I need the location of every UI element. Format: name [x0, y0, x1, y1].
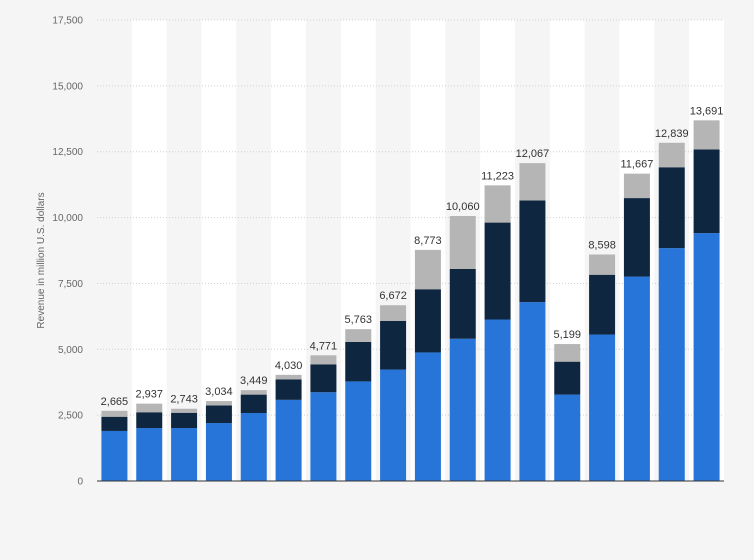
bar-segment-1	[414, 352, 441, 481]
y-tick-label: 12,500	[52, 147, 83, 158]
bar-segment-2	[693, 149, 720, 234]
bar-segment-1	[519, 302, 546, 481]
bar-segment-3	[484, 185, 511, 223]
y-tick-label: 10,000	[52, 213, 83, 224]
y-tick-label: 5,000	[58, 345, 83, 356]
bar-segment-1	[554, 394, 581, 481]
bar-segment-3	[623, 173, 650, 199]
bar-total-label: 2,937	[135, 389, 163, 401]
bar-segment-2	[205, 405, 232, 424]
y-axis-title: Revenue in million U.S. dollars	[36, 192, 47, 328]
y-tick-label: 2,500	[58, 411, 83, 422]
bar-segment-3	[693, 120, 720, 150]
bar-segment-3	[275, 374, 302, 380]
bar-segment-2	[310, 364, 337, 393]
bar-total-label: 11,667	[621, 159, 654, 171]
bar-total-label: 8,598	[588, 240, 616, 252]
bar-segment-2	[449, 268, 476, 339]
bar-total-label: 13,691	[690, 105, 724, 117]
bar-segment-2	[240, 394, 267, 414]
bar-segment-2	[554, 361, 581, 395]
bar-total-label: 4,771	[310, 340, 338, 352]
bar-segment-1	[136, 428, 163, 481]
bar-total-label: 4,030	[275, 360, 303, 372]
bar-segment-1	[101, 430, 128, 481]
bar-segment-3	[554, 344, 581, 362]
bar-segment-2	[623, 198, 650, 277]
bar-segment-3	[345, 329, 372, 342]
bar-segment-1	[658, 248, 685, 481]
bar-total-label: 2,665	[101, 396, 129, 408]
bar-segment-1	[275, 399, 302, 481]
bar-segment-2	[171, 412, 198, 429]
bar-segment-3	[310, 355, 337, 365]
bar-total-label: 2,743	[170, 394, 198, 406]
bar-segment-2	[519, 200, 546, 303]
y-tick-label: 17,500	[52, 16, 83, 27]
bar-total-label: 3,449	[240, 375, 268, 387]
bar-segment-1	[345, 381, 372, 481]
bar-segment-3	[589, 254, 616, 275]
bar-segment-3	[414, 249, 441, 290]
y-tick-label: 7,500	[58, 279, 83, 290]
bar-total-label: 6,672	[379, 290, 407, 302]
bar-segment-2	[414, 289, 441, 353]
bar-segment-2	[380, 320, 407, 370]
bar-total-label: 12,839	[655, 128, 689, 140]
bar-total-label: 8,773	[414, 235, 442, 247]
bar-segment-3	[658, 142, 685, 168]
bar-segment-1	[484, 319, 511, 481]
bar-segment-3	[240, 390, 267, 395]
bar-total-label: 5,763	[344, 314, 372, 326]
bar-segment-1	[240, 413, 267, 481]
bar-segment-2	[484, 222, 511, 320]
bar-segment-1	[589, 334, 616, 481]
bar-segment-2	[275, 379, 302, 400]
bar-segment-2	[345, 341, 372, 382]
bar-segment-1	[449, 338, 476, 481]
bar-segment-3	[205, 401, 232, 406]
bar-segment-3	[136, 403, 163, 413]
bar-total-label: 11,223	[481, 170, 514, 182]
bar-total-label: 3,034	[205, 386, 233, 398]
bar-segment-2	[658, 167, 685, 249]
bar-segment-3	[171, 408, 198, 413]
bar-segment-1	[171, 428, 198, 481]
bar-total-label: 10,060	[446, 201, 480, 213]
bar-segment-3	[519, 163, 546, 201]
y-tick-label: 0	[77, 477, 83, 488]
bar-segment-3	[101, 410, 128, 417]
bar-segment-1	[380, 369, 407, 481]
bar-segment-2	[101, 416, 128, 431]
bar-total-label: 12,067	[516, 148, 550, 160]
bar-segment-1	[310, 392, 337, 481]
y-tick-label: 15,000	[52, 81, 83, 92]
bar-segment-3	[380, 305, 407, 321]
bar-segment-2	[589, 274, 616, 335]
bar-segment-1	[623, 276, 650, 481]
bar-segment-2	[136, 412, 163, 429]
bar-total-label: 5,199	[553, 329, 581, 341]
bar-segment-1	[693, 233, 720, 481]
bar-segment-3	[449, 215, 476, 269]
bar-segment-1	[205, 423, 232, 481]
